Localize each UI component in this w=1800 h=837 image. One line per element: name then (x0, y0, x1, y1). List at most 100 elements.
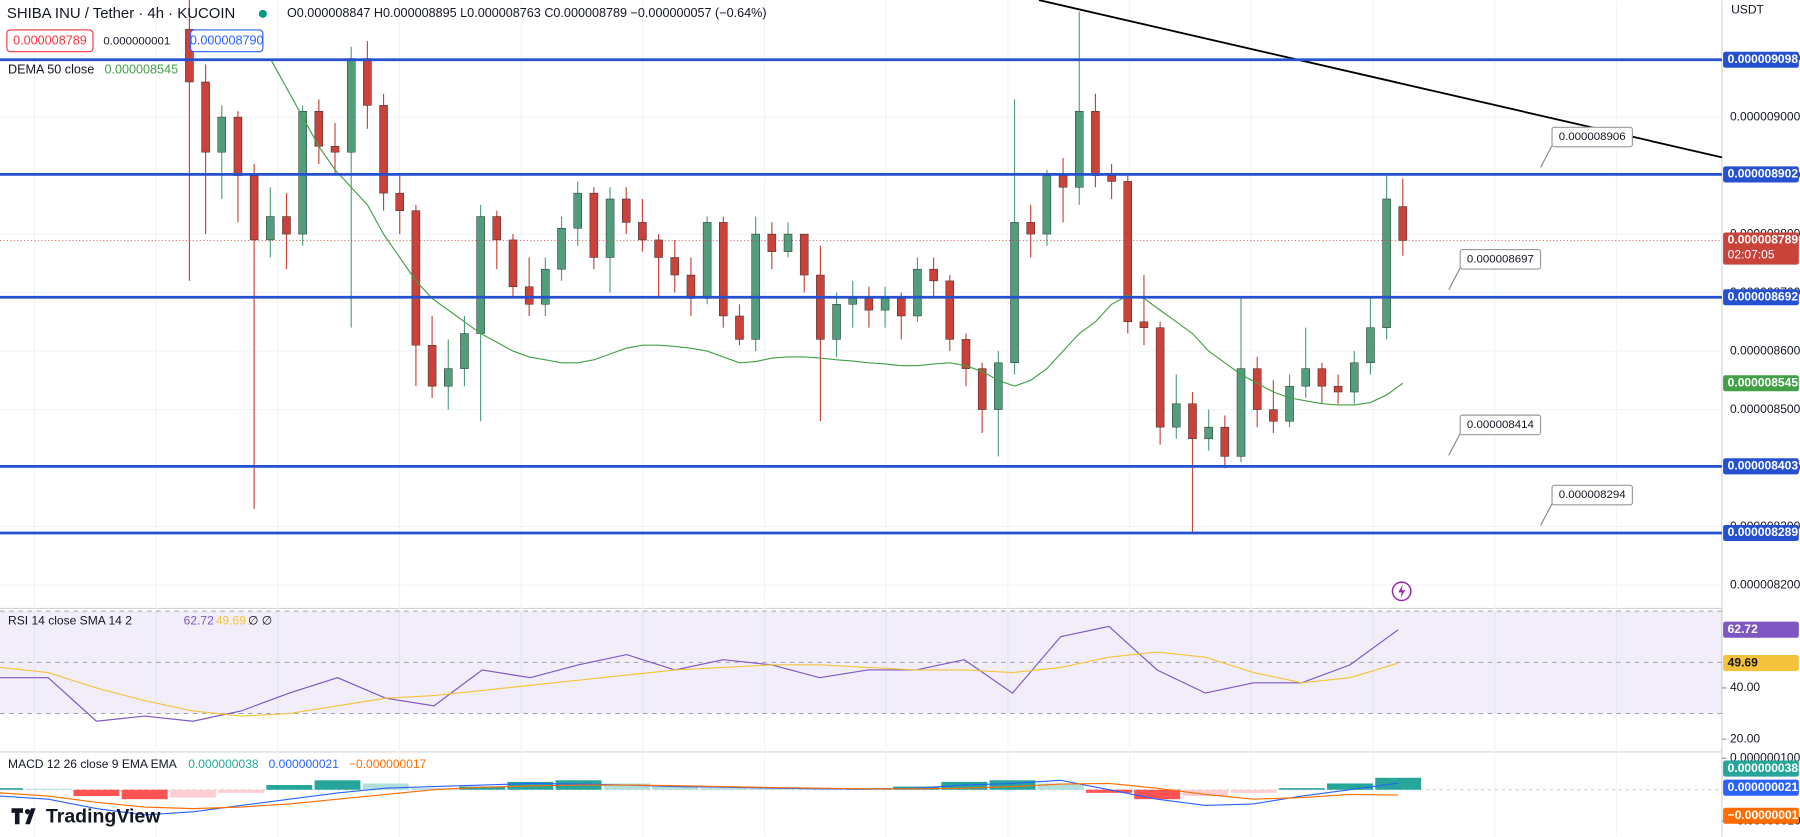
axis-label-box (1723, 524, 1799, 542)
axis-label: −0.000000017 (1728, 808, 1800, 822)
y-tick-label: 40.00 (1730, 680, 1760, 694)
candle-body (233, 116, 243, 176)
sell-box[interactable] (6, 29, 94, 53)
callout-box (1551, 484, 1633, 506)
candle-body (427, 344, 437, 387)
rsi-legend-value: 62.72 (184, 613, 214, 627)
macd-histogram-bar (218, 789, 265, 793)
candle-body (1010, 222, 1019, 364)
symbol: SHIBA INU / Tether · 4h · KUCOIN (7, 5, 235, 22)
candle-body (185, 29, 194, 83)
candle-body (638, 222, 647, 241)
candle-body (767, 233, 777, 252)
candle-body (735, 315, 744, 340)
countdown: 02:07:05 (1728, 248, 1775, 262)
macd-histogram-bar (169, 789, 216, 798)
candle-body (508, 239, 518, 287)
axis-label: 0.000008289 (1728, 525, 1799, 539)
callout-pointer (1540, 503, 1553, 526)
candle-body (363, 58, 372, 106)
candle-body (573, 192, 582, 229)
candle-body (589, 192, 599, 258)
candle-body (524, 286, 534, 305)
dema-line (269, 58, 1404, 406)
market-status (258, 9, 267, 18)
macd-histogram-bar (989, 780, 1036, 790)
macd-histogram-bar (1375, 777, 1422, 790)
axis-label: 0.000008902 (1728, 167, 1799, 181)
macd-histogram-bar (1085, 789, 1132, 793)
candle-body (1236, 368, 1246, 457)
candle-body (880, 298, 890, 311)
candle-body (977, 368, 987, 410)
candle-body (1155, 327, 1165, 428)
axis-label: 0.000000021 (1728, 780, 1799, 794)
candle-body (1188, 403, 1197, 440)
candle-body (541, 268, 550, 305)
macd-histogram-bar (73, 789, 120, 797)
candle-body (719, 222, 728, 317)
candle-body (1204, 426, 1213, 440)
candle-body (799, 233, 809, 276)
candle-body (411, 210, 421, 346)
candle-body (1350, 362, 1359, 393)
candle-body (654, 239, 663, 258)
candle-body (1107, 175, 1116, 182)
candle-body (605, 198, 615, 258)
rsi-line (0, 651, 1399, 717)
axis-label-box (1723, 779, 1799, 796)
buy-box[interactable] (189, 29, 264, 53)
macd-legend-value: −0.000000017 (349, 757, 427, 771)
last-price-box (1723, 232, 1799, 265)
brand: TradingView (46, 806, 161, 828)
candle-body (476, 216, 485, 334)
macd-histogram-bar (748, 788, 795, 790)
candle-body (913, 268, 922, 317)
candle-body (266, 216, 275, 241)
macd-line (0, 782, 1399, 810)
candle-body (395, 192, 404, 211)
axis-label-box (1723, 760, 1799, 777)
candle-body (702, 222, 712, 299)
candle-body (201, 81, 210, 153)
candle-body (1252, 368, 1262, 410)
candle-body (1074, 110, 1084, 188)
callout-box (1459, 414, 1542, 436)
macd-histogram-bar (700, 788, 747, 790)
macd-histogram-bar (0, 788, 23, 790)
axis-label: 0.000009098 (1728, 52, 1799, 66)
y-tick-label: 0.000008200 (1730, 577, 1800, 591)
y-tick-label: 0.000008600 (1730, 343, 1800, 357)
grid (0, 0, 1723, 837)
candle-body (557, 227, 566, 270)
candle-body (816, 274, 825, 340)
candle-body (1123, 181, 1133, 323)
candle-body (1172, 403, 1181, 428)
axis-label-box (1723, 458, 1799, 475)
currency: USDT (1731, 3, 1764, 17)
callout-label: 0.000008414 (1467, 419, 1535, 431)
y-tick-label: 0.000008500 (1730, 402, 1800, 416)
candle-body (1398, 206, 1408, 241)
candle-body (670, 257, 680, 276)
rsi-legend: RSI 14 close SMA 14 2 (8, 613, 132, 627)
candle-body (686, 274, 696, 299)
macd-histogram-bar (266, 785, 313, 790)
axis-label: 49.69 (1728, 655, 1758, 669)
candle-body (1333, 385, 1343, 393)
candle-body (1042, 175, 1052, 235)
vertical-grid (33, 0, 1617, 837)
candle-body (1301, 368, 1310, 387)
macd-histogram-bar (1278, 788, 1325, 790)
macd-histogram-bar (603, 783, 650, 790)
candle-body (330, 146, 340, 153)
candle-body (783, 233, 793, 252)
macd-histogram-bar (1037, 783, 1084, 790)
event-icon-bolt (1398, 584, 1406, 599)
macd-legend-value: 0.000000021 (269, 757, 340, 771)
candle-body (346, 58, 356, 153)
macd-histogram-bar (941, 781, 988, 790)
macd-histogram-bar (314, 780, 361, 790)
candle-body (1366, 327, 1375, 364)
